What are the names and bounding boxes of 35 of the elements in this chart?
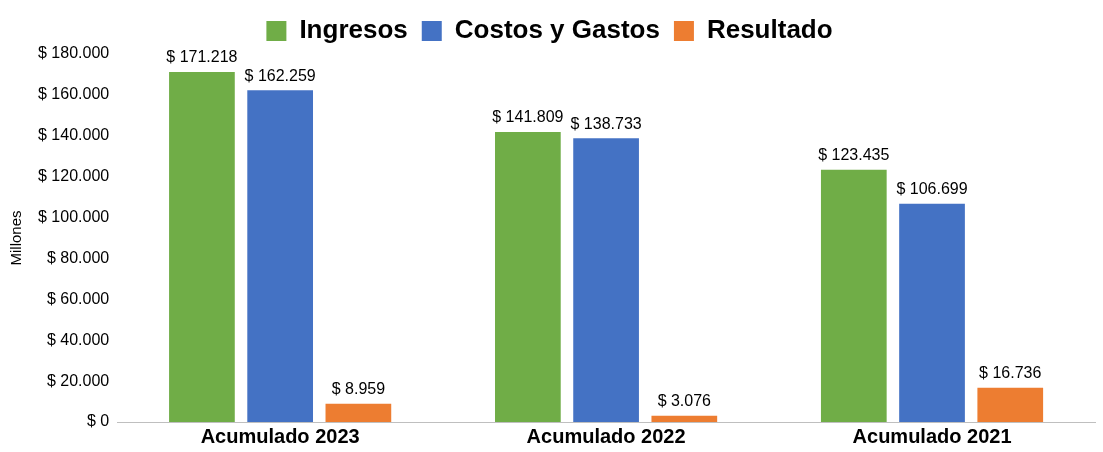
bar bbox=[325, 403, 392, 422]
data-label: $ 106.699 bbox=[896, 180, 968, 198]
data-label: $ 141.809 bbox=[492, 108, 564, 126]
bar bbox=[899, 203, 965, 422]
y-tick-label: $ 100.000 bbox=[37, 207, 110, 225]
data-label: $ 171.218 bbox=[166, 48, 238, 66]
data-label: $ 123.435 bbox=[818, 146, 890, 164]
y-tick-label: $ 120.000 bbox=[37, 167, 110, 185]
data-label: $ 162.259 bbox=[244, 66, 316, 84]
y-tick-label: $ 60.000 bbox=[46, 289, 110, 307]
data-label: $ 138.733 bbox=[570, 114, 642, 132]
x-tick-label: Acumulado 2022 bbox=[526, 424, 686, 447]
y-tick-label: $ 40.000 bbox=[46, 330, 110, 348]
y-tick-label: $ 180.000 bbox=[37, 44, 110, 62]
legend-label: Costos y Gastos bbox=[454, 14, 660, 45]
bar bbox=[169, 71, 235, 422]
bar bbox=[495, 132, 561, 422]
y-tick-label: $ 160.000 bbox=[37, 85, 110, 103]
bar bbox=[247, 90, 314, 422]
data-label: $ 8.959 bbox=[331, 380, 386, 398]
bar bbox=[977, 387, 1044, 422]
data-label: $ 16.736 bbox=[979, 364, 1042, 382]
bar bbox=[651, 415, 718, 422]
y-axis-title: Millones bbox=[7, 210, 25, 266]
y-tick-label: $ 80.000 bbox=[46, 248, 110, 266]
legend-label: Ingresos bbox=[299, 14, 408, 45]
y-tick-label: $ 140.000 bbox=[37, 126, 110, 144]
x-tick-label: Acumulado 2021 bbox=[852, 424, 1012, 447]
y-tick-label: $ 20.000 bbox=[46, 371, 110, 389]
bar bbox=[573, 138, 639, 422]
y-tick-label: $ 0 bbox=[86, 412, 110, 430]
x-tick-label: Acumulado 2023 bbox=[200, 424, 360, 447]
bar bbox=[820, 169, 887, 422]
legend-label: Resultado bbox=[706, 14, 833, 45]
data-label: $ 3.076 bbox=[657, 392, 712, 410]
